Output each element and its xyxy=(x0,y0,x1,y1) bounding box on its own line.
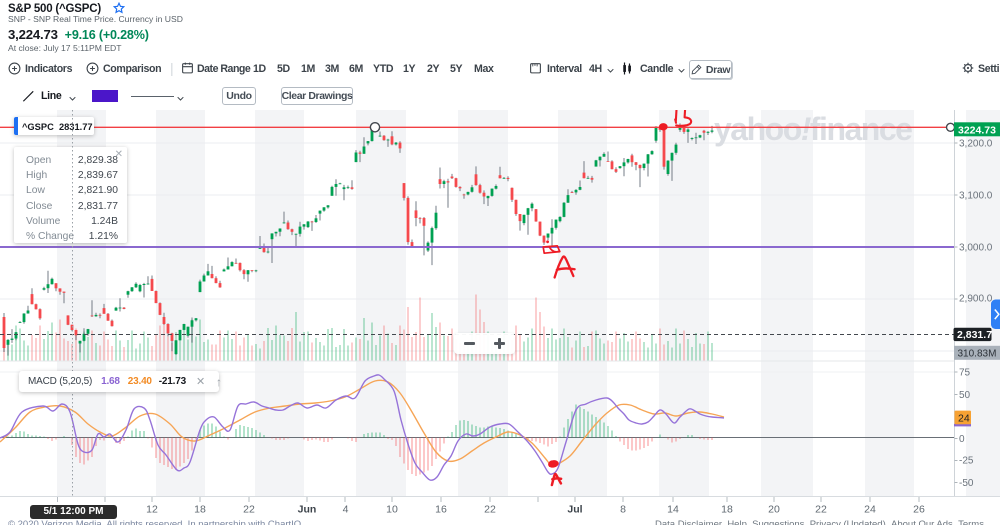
svg-text:4: 4 xyxy=(343,504,349,516)
svg-text:22: 22 xyxy=(484,504,496,516)
svg-text:2,900.0: 2,900.0 xyxy=(959,294,993,305)
svg-text:3224.73: 3224.73 xyxy=(958,124,996,136)
svg-text:8: 8 xyxy=(620,504,626,516)
svg-text:-50: -50 xyxy=(959,478,974,489)
svg-text:18: 18 xyxy=(721,504,733,516)
svg-text:22: 22 xyxy=(243,504,255,516)
svg-text:75: 75 xyxy=(959,367,971,378)
svg-text:Jul: Jul xyxy=(567,504,582,516)
svg-text:50: 50 xyxy=(959,390,971,401)
svg-text:310.83M: 310.83M xyxy=(958,348,997,359)
svg-text:14: 14 xyxy=(667,504,679,516)
svg-text:10: 10 xyxy=(386,504,398,516)
svg-text:yahoo!finance: yahoo!finance xyxy=(714,111,912,147)
svg-text:18: 18 xyxy=(194,504,206,516)
svg-text:2,831.7: 2,831.7 xyxy=(957,329,992,341)
svg-text:Jun: Jun xyxy=(298,504,317,516)
svg-text:3,200.0: 3,200.0 xyxy=(959,139,993,150)
svg-text:16: 16 xyxy=(435,504,447,516)
svg-text:0: 0 xyxy=(959,434,965,445)
svg-text:20: 20 xyxy=(768,504,780,516)
svg-text:24: 24 xyxy=(864,504,876,516)
svg-text:3,000.0: 3,000.0 xyxy=(959,243,993,254)
svg-text:22: 22 xyxy=(815,504,827,516)
svg-text:3,100.0: 3,100.0 xyxy=(959,191,993,202)
svg-text:24: 24 xyxy=(958,412,970,424)
svg-text:-25: -25 xyxy=(959,456,974,467)
svg-text:26: 26 xyxy=(913,504,925,516)
svg-text:12: 12 xyxy=(146,504,158,516)
